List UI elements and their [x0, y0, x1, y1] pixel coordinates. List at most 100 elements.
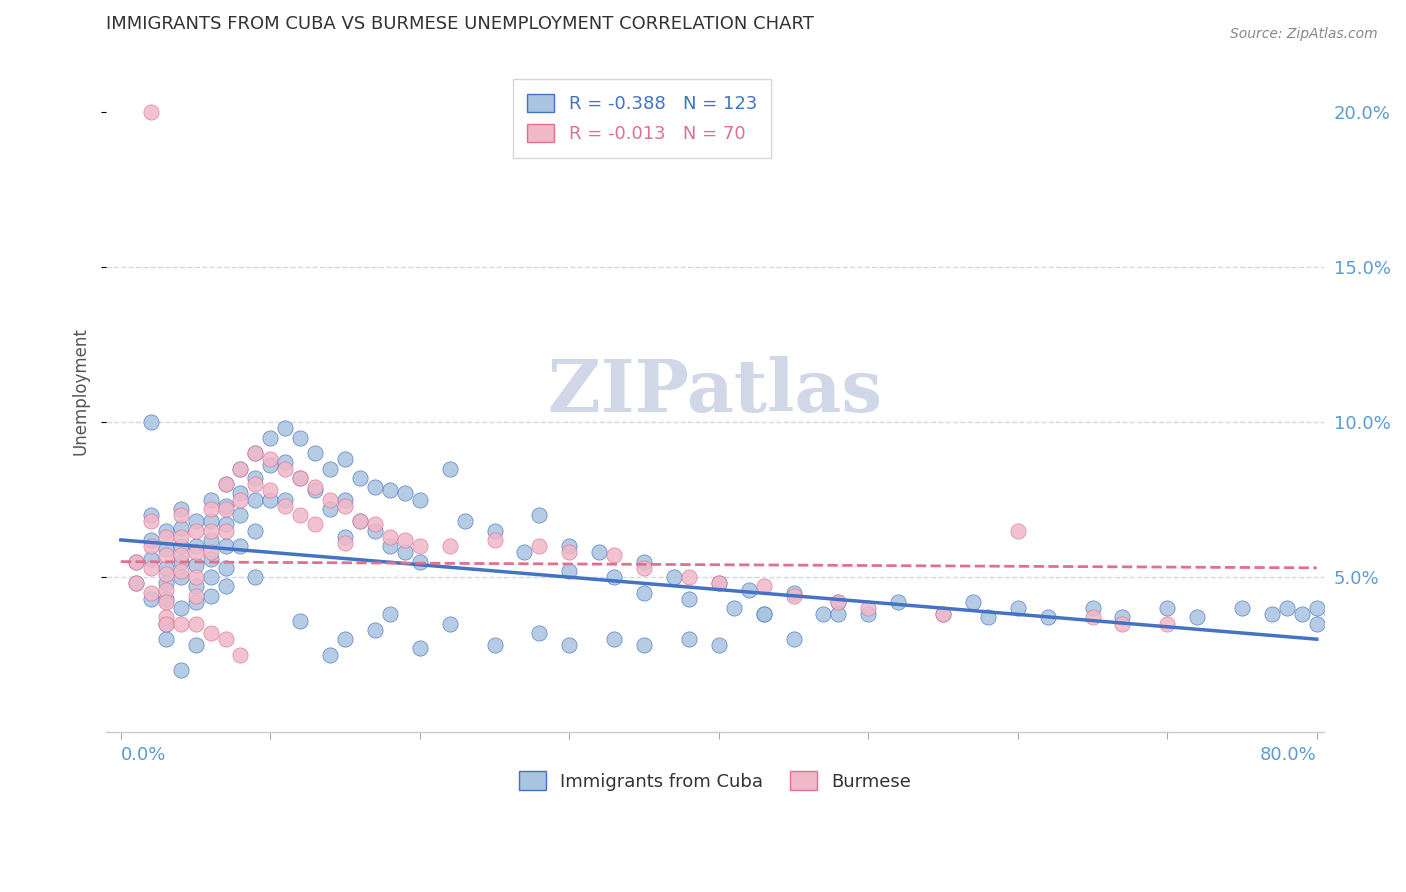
- Point: [155, 632, 177, 647]
- Point: [245, 477, 267, 491]
- Point: [603, 549, 626, 563]
- Point: [214, 477, 236, 491]
- Point: [155, 591, 177, 606]
- Point: [200, 570, 222, 584]
- Point: [214, 499, 236, 513]
- Point: [155, 576, 177, 591]
- Point: [229, 648, 252, 662]
- Point: [169, 570, 191, 584]
- Point: [1306, 616, 1329, 631]
- Point: [274, 421, 297, 435]
- Point: [1275, 601, 1298, 615]
- Point: [169, 555, 191, 569]
- Point: [125, 576, 148, 591]
- Point: [394, 533, 416, 547]
- Point: [439, 616, 461, 631]
- Point: [752, 579, 775, 593]
- Point: [304, 480, 326, 494]
- Point: [378, 607, 401, 622]
- Point: [169, 520, 191, 534]
- Point: [229, 508, 252, 522]
- Point: [200, 524, 222, 538]
- Point: [827, 595, 849, 609]
- Point: [333, 530, 356, 544]
- Point: [290, 431, 312, 445]
- Point: [1007, 524, 1029, 538]
- Point: [378, 530, 401, 544]
- Point: [364, 517, 387, 532]
- Point: [259, 483, 281, 498]
- Point: [603, 570, 626, 584]
- Point: [1081, 610, 1104, 624]
- Point: [349, 514, 371, 528]
- Point: [274, 455, 297, 469]
- Point: [155, 567, 177, 582]
- Point: [678, 591, 700, 606]
- Point: [364, 524, 387, 538]
- Point: [184, 595, 207, 609]
- Point: [245, 570, 267, 584]
- Text: 0.0%: 0.0%: [121, 746, 166, 764]
- Point: [752, 607, 775, 622]
- Point: [333, 492, 356, 507]
- Point: [1111, 616, 1133, 631]
- Point: [125, 555, 148, 569]
- Point: [752, 607, 775, 622]
- Point: [139, 551, 162, 566]
- Point: [169, 663, 191, 677]
- Point: [200, 514, 222, 528]
- Point: [169, 564, 191, 578]
- Text: ZIPat​las: ZIPat​las: [548, 356, 882, 426]
- Point: [707, 639, 730, 653]
- Point: [214, 517, 236, 532]
- Point: [782, 585, 804, 599]
- Point: [662, 570, 685, 584]
- Legend: Immigrants from Cuba, Burmese: Immigrants from Cuba, Burmese: [505, 757, 927, 805]
- Point: [439, 539, 461, 553]
- Point: [169, 502, 191, 516]
- Point: [304, 446, 326, 460]
- Point: [184, 570, 207, 584]
- Point: [155, 542, 177, 557]
- Point: [1156, 601, 1178, 615]
- Point: [827, 607, 849, 622]
- Text: Source: ZipAtlas.com: Source: ZipAtlas.com: [1230, 27, 1378, 41]
- Point: [484, 533, 506, 547]
- Point: [558, 539, 581, 553]
- Point: [707, 576, 730, 591]
- Point: [1156, 616, 1178, 631]
- Point: [409, 539, 432, 553]
- Point: [229, 461, 252, 475]
- Point: [169, 549, 191, 563]
- Point: [245, 492, 267, 507]
- Point: [1007, 601, 1029, 615]
- Point: [484, 639, 506, 653]
- Point: [259, 492, 281, 507]
- Point: [274, 492, 297, 507]
- Point: [214, 502, 236, 516]
- Point: [782, 632, 804, 647]
- Point: [932, 607, 955, 622]
- Point: [290, 508, 312, 522]
- Point: [169, 616, 191, 631]
- Point: [155, 561, 177, 575]
- Point: [184, 558, 207, 572]
- Point: [290, 614, 312, 628]
- Point: [529, 626, 551, 640]
- Point: [633, 555, 655, 569]
- Point: [125, 576, 148, 591]
- Point: [333, 536, 356, 550]
- Point: [200, 545, 222, 559]
- Point: [364, 623, 387, 637]
- Point: [184, 589, 207, 603]
- Point: [333, 632, 356, 647]
- Point: [827, 595, 849, 609]
- Point: [184, 579, 207, 593]
- Point: [394, 545, 416, 559]
- Point: [155, 595, 177, 609]
- Point: [1185, 610, 1208, 624]
- Point: [319, 648, 342, 662]
- Point: [139, 561, 162, 575]
- Point: [290, 471, 312, 485]
- Point: [139, 508, 162, 522]
